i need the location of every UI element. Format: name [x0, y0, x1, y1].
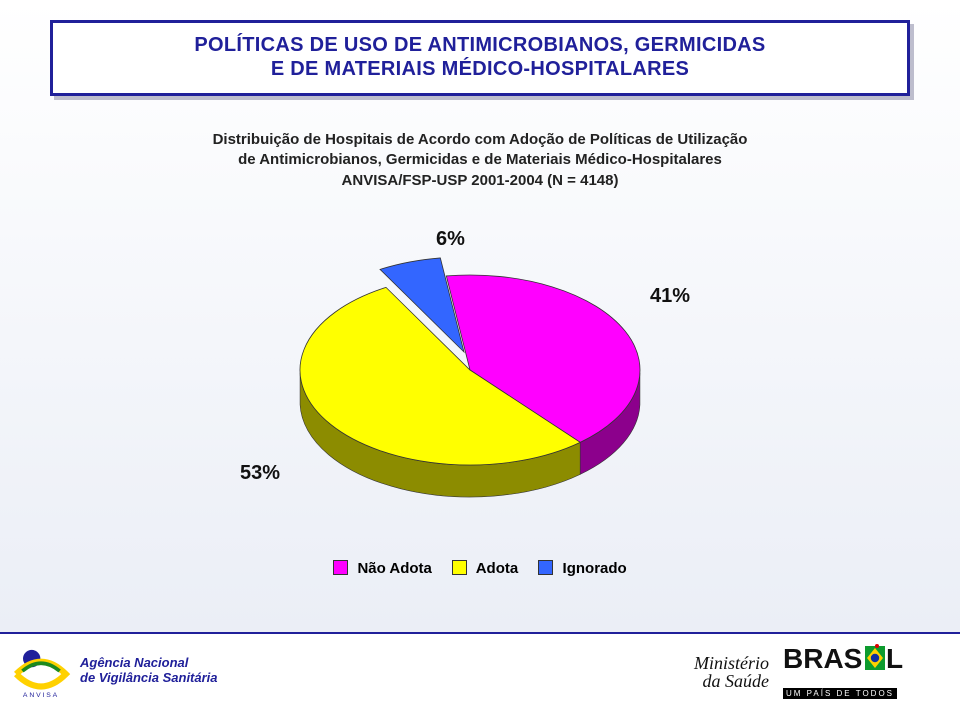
title-container: POLÍTICAS DE USO DE ANTIMICROBIANOS, GER…: [50, 20, 910, 96]
legend-item-adota: Adota: [452, 560, 518, 577]
svg-text:BRAS: BRAS: [783, 643, 862, 674]
brasil-tagline: UM PAÍS DE TODOS: [783, 688, 897, 699]
brasil-logo: BRAS L UM PAÍS DE TODOS: [783, 642, 948, 701]
legend-label-adota: Adota: [476, 560, 519, 577]
subtitle-line-1: Distribuição de Hospitais de Acordo com …: [213, 131, 748, 148]
anvisa-logo-icon: ANVISA: [10, 640, 72, 702]
swatch-adota: [452, 560, 467, 575]
brasil-flag-icon: BRAS L: [783, 642, 948, 678]
legend-label-nao-adota: Não Adota: [357, 560, 431, 577]
slice-label-adota: 53%: [240, 462, 280, 485]
legend-label-ignorado: Ignorado: [563, 560, 627, 577]
swatch-nao-adota: [333, 560, 348, 575]
ministry-line-1: Ministério: [694, 653, 769, 673]
ministry-line-2: da Saúde: [703, 671, 770, 691]
slice-label-nao-adota: 41%: [650, 285, 690, 308]
legend-item-ignorado: Ignorado: [538, 560, 626, 577]
slide: POLÍTICAS DE USO DE ANTIMICROBIANOS, GER…: [0, 0, 960, 716]
footer: ANVISA Agência Nacional de Vigilância Sa…: [0, 632, 960, 716]
footer-left: ANVISA Agência Nacional de Vigilância Sa…: [10, 640, 218, 702]
svg-text:L: L: [886, 643, 903, 674]
legend-item-nao-adota: Não Adota: [333, 560, 432, 577]
ministry-name: Ministério da Saúde: [694, 654, 769, 690]
agency-name: Agência Nacional de Vigilância Sanitária: [80, 656, 218, 686]
footer-right: Ministério da Saúde BRAS L UM PAÍS DE TO…: [694, 642, 948, 701]
legend: Não Adota Adota Ignorado: [0, 560, 960, 577]
subtitle-line-2: de Antimicrobianos, Germicidas e de Mate…: [238, 151, 722, 168]
chart-subtitle: Distribuição de Hospitais de Acordo com …: [90, 130, 870, 191]
swatch-ignorado: [538, 560, 553, 575]
title-line-1: POLÍTICAS DE USO DE ANTIMICROBIANOS, GER…: [71, 33, 889, 57]
title-box: POLÍTICAS DE USO DE ANTIMICROBIANOS, GER…: [50, 20, 910, 96]
pie-chart: 41% 6% 53%: [0, 210, 960, 540]
subtitle-line-3: ANVISA/FSP-USP 2001-2004 (N = 4148): [342, 172, 619, 189]
slice-label-ignorado: 6%: [436, 228, 465, 251]
agency-line-2: de Vigilância Sanitária: [80, 670, 218, 685]
title-line-2: E DE MATERIAIS MÉDICO-HOSPITALARES: [71, 57, 889, 81]
svg-text:ANVISA: ANVISA: [23, 692, 59, 699]
agency-line-1: Agência Nacional: [80, 655, 188, 670]
